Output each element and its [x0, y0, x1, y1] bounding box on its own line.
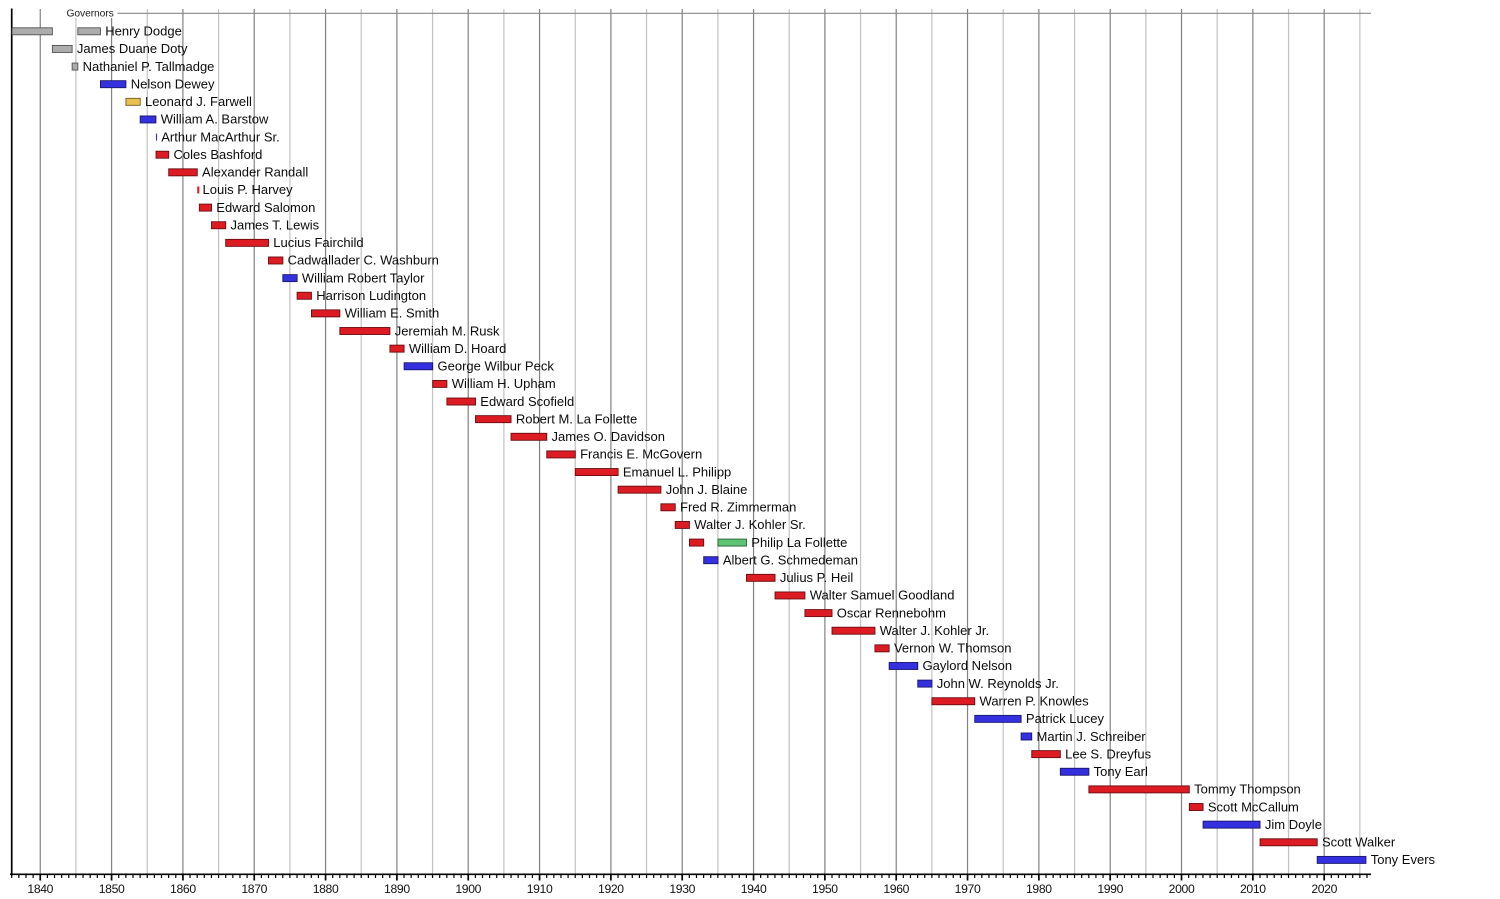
- svg-text:Edward Scofield: Edward Scofield: [480, 394, 574, 409]
- svg-text:Tony Evers: Tony Evers: [1371, 852, 1436, 867]
- svg-text:Leonard J. Farwell: Leonard J. Farwell: [145, 94, 252, 109]
- svg-text:Philip La Follette: Philip La Follette: [751, 535, 847, 550]
- svg-text:Alexander Randall: Alexander Randall: [202, 165, 308, 180]
- svg-text:1880: 1880: [313, 882, 339, 894]
- svg-text:1870: 1870: [241, 882, 267, 894]
- svg-text:1980: 1980: [1026, 882, 1052, 894]
- svg-text:1970: 1970: [955, 882, 981, 894]
- svg-text:Francis E. McGovern: Francis E. McGovern: [580, 447, 702, 462]
- svg-text:William Robert Taylor: William Robert Taylor: [302, 270, 425, 285]
- svg-text:Walter J. Kohler Sr.: Walter J. Kohler Sr.: [694, 517, 806, 532]
- svg-text:1850: 1850: [99, 882, 125, 894]
- svg-text:James T. Lewis: James T. Lewis: [231, 217, 320, 232]
- svg-text:Fred R. Zimmerman: Fred R. Zimmerman: [680, 500, 796, 515]
- svg-text:Henry Dodge: Henry Dodge: [105, 24, 182, 39]
- svg-text:Walter Samuel Goodland: Walter Samuel Goodland: [810, 588, 955, 603]
- svg-text:William E. Smith: William E. Smith: [345, 306, 440, 321]
- svg-text:Nelson Dewey: Nelson Dewey: [131, 76, 215, 91]
- svg-text:Gaylord Nelson: Gaylord Nelson: [923, 658, 1013, 673]
- svg-text:John W. Reynolds Jr.: John W. Reynolds Jr.: [937, 676, 1059, 691]
- svg-text:Louis P. Harvey: Louis P. Harvey: [203, 182, 294, 197]
- svg-text:Emanuel L. Philipp: Emanuel L. Philipp: [623, 464, 731, 479]
- svg-text:Robert M. La Follette: Robert M. La Follette: [516, 411, 637, 426]
- svg-text:Jim Doyle: Jim Doyle: [1265, 817, 1322, 832]
- svg-text:1940: 1940: [741, 882, 767, 894]
- svg-text:Jeremiah M. Rusk: Jeremiah M. Rusk: [395, 323, 500, 338]
- svg-text:Lucius Fairchild: Lucius Fairchild: [273, 235, 363, 250]
- svg-text:Coles Bashford: Coles Bashford: [174, 147, 263, 162]
- svg-text:Tony Earl: Tony Earl: [1094, 764, 1148, 779]
- svg-text:John J. Blaine: John J. Blaine: [666, 482, 748, 497]
- svg-text:William D. Hoard: William D. Hoard: [409, 341, 507, 356]
- svg-text:1920: 1920: [598, 882, 624, 894]
- svg-text:James Duane Doty: James Duane Doty: [77, 41, 188, 56]
- svg-text:Tommy Thompson: Tommy Thompson: [1194, 782, 1301, 797]
- svg-text:Albert G. Schmedeman: Albert G. Schmedeman: [723, 552, 858, 567]
- svg-text:Nathaniel P. Tallmadge: Nathaniel P. Tallmadge: [83, 59, 215, 74]
- svg-text:Patrick Lucey: Patrick Lucey: [1026, 711, 1105, 726]
- svg-text:Martin J. Schreiber: Martin J. Schreiber: [1037, 729, 1147, 744]
- svg-text:Scott Walker: Scott Walker: [1322, 835, 1396, 850]
- svg-text:1860: 1860: [170, 882, 196, 894]
- svg-text:1930: 1930: [669, 882, 695, 894]
- svg-text:1910: 1910: [527, 882, 553, 894]
- svg-text:William H. Upham: William H. Upham: [452, 376, 556, 391]
- svg-text:1960: 1960: [883, 882, 909, 894]
- svg-text:Governors: Governors: [67, 9, 114, 20]
- svg-text:Scott McCallum: Scott McCallum: [1208, 799, 1299, 814]
- svg-text:2010: 2010: [1240, 882, 1266, 894]
- svg-text:2000: 2000: [1169, 882, 1195, 894]
- svg-text:1840: 1840: [27, 882, 53, 894]
- svg-text:William A. Barstow: William A. Barstow: [161, 112, 269, 127]
- svg-text:James O. Davidson: James O. Davidson: [552, 429, 665, 444]
- svg-text:Lee S. Dreyfus: Lee S. Dreyfus: [1065, 746, 1151, 761]
- svg-text:2020: 2020: [1311, 882, 1337, 894]
- svg-text:Oscar Rennebohm: Oscar Rennebohm: [837, 605, 946, 620]
- svg-text:Edward Salomon: Edward Salomon: [216, 200, 315, 215]
- svg-text:1990: 1990: [1097, 882, 1123, 894]
- svg-text:1950: 1950: [812, 882, 838, 894]
- svg-text:Arthur MacArthur Sr.: Arthur MacArthur Sr.: [161, 129, 279, 144]
- svg-text:Walter J. Kohler Jr.: Walter J. Kohler Jr.: [880, 623, 989, 638]
- svg-text:Warren P. Knowles: Warren P. Knowles: [980, 693, 1090, 708]
- svg-text:George Wilbur Peck: George Wilbur Peck: [438, 359, 555, 374]
- svg-text:Vernon W. Thomson: Vernon W. Thomson: [894, 641, 1012, 656]
- svg-text:1890: 1890: [384, 882, 410, 894]
- svg-text:Harrison Ludington: Harrison Ludington: [316, 288, 426, 303]
- svg-text:1900: 1900: [455, 882, 481, 894]
- svg-text:Julius P. Heil: Julius P. Heil: [780, 570, 854, 585]
- svg-text:Cadwallader C. Washburn: Cadwallader C. Washburn: [288, 253, 439, 268]
